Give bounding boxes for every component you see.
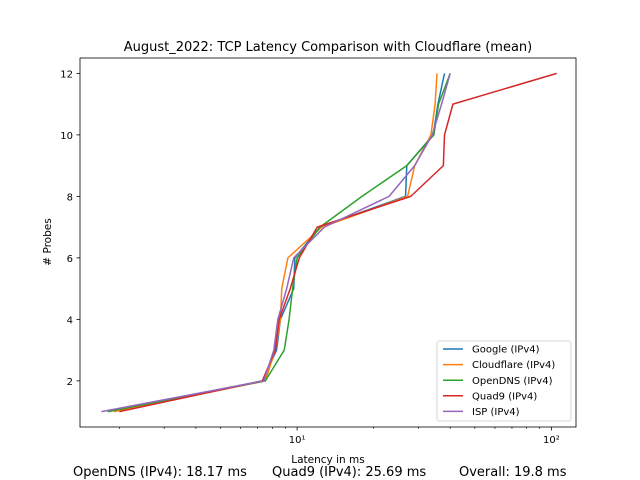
x-axis: 10¹ 10² (119, 427, 560, 446)
series-line-opendns-ipv4 (107, 73, 451, 413)
y-tick-label: 12 (60, 69, 73, 80)
legend-label: Cloudflare (IPv4) (472, 360, 555, 371)
y-tick-label: 4 (67, 315, 73, 326)
footer-opendns: OpenDNS (IPv4): 18.17 ms (73, 465, 247, 480)
legend: Google (IPv4) Cloudflare (IPv4) OpenDNS (I… (436, 340, 572, 422)
chart-title: August_2022: TCP Latency Comparison with… (124, 40, 533, 55)
legend-label: ISP (IPv4) (472, 407, 520, 418)
y-tick-label: 6 (67, 254, 73, 265)
legend-label: Google (IPv4) (472, 345, 540, 356)
y-tick-label: 2 (67, 377, 73, 388)
plot-area (79, 57, 577, 428)
y-tick-label: 8 (67, 192, 73, 203)
legend-label: OpenDNS (IPv4) (472, 376, 553, 387)
footer-overall: Overall: 19.8 ms (459, 465, 567, 480)
x-axis-label: Latency in ms (291, 454, 364, 466)
x-tick-label: 10¹ (289, 435, 306, 446)
x-tick-label: 10² (543, 435, 560, 446)
series-line-isp-ipv4 (101, 73, 451, 413)
y-tick-label: 10 (60, 131, 73, 142)
series-line-cloudflare-ipv4 (113, 73, 438, 413)
footer-quad9: Quad9 (IPv4): 25.69 ms (272, 465, 427, 480)
y-axis-label: # Probes (42, 218, 54, 265)
series-line-google-ipv4 (107, 73, 446, 413)
y-axis: 2 4 6 8 10 12 (60, 69, 80, 388)
series-lines (101, 72, 557, 413)
legend-box (436, 340, 572, 422)
legend-label: Quad9 (IPv4) (472, 391, 537, 402)
